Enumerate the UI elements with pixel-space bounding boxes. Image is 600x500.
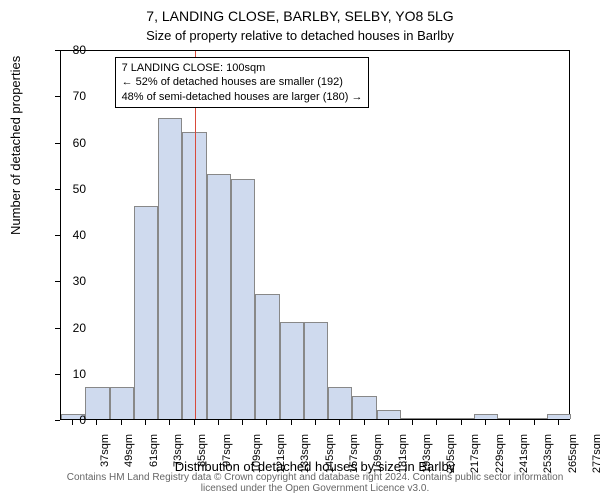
x-tick-mark [558,420,559,425]
credit-text: Contains HM Land Registry data © Crown c… [60,472,570,494]
bar [352,396,376,419]
bar [158,118,182,419]
x-tick-mark [364,420,365,425]
bar [328,387,352,419]
y-tick-label: 30 [56,274,86,288]
bar [85,387,109,419]
bar [280,322,304,419]
y-tick-label: 50 [56,182,86,196]
x-tick-mark [96,420,97,425]
bar [547,414,571,419]
bar [425,418,449,419]
plot-area: 7 LANDING CLOSE: 100sqm ← 52% of detache… [60,50,570,420]
infobox-line1: 7 LANDING CLOSE: 100sqm [122,61,363,75]
bar [207,174,231,419]
y-tick-mark [55,235,60,236]
x-tick-mark [169,420,170,425]
y-tick-mark [55,281,60,282]
y-tick-label: 20 [56,321,86,335]
bar [255,294,279,419]
bar [498,418,522,419]
x-tick-mark [218,420,219,425]
bar [450,418,474,419]
y-tick-label: 80 [56,43,86,57]
bar [377,410,401,419]
x-tick-mark [534,420,535,425]
x-tick-mark [121,420,122,425]
bar [522,418,546,419]
x-tick-mark [242,420,243,425]
y-tick-label: 70 [56,89,86,103]
y-tick-label: 10 [56,367,86,381]
bar [134,206,158,419]
bar [304,322,328,419]
y-tick-label: 60 [56,136,86,150]
x-tick-mark [461,420,462,425]
y-tick-mark [55,374,60,375]
y-tick-mark [55,143,60,144]
x-tick-label: 277sqm [591,434,600,473]
bar [110,387,134,419]
x-tick-mark [388,420,389,425]
bar [401,418,425,419]
x-tick-mark [72,420,73,425]
y-axis-label: Number of detached properties [8,56,23,235]
bar [231,179,255,420]
y-tick-mark [55,328,60,329]
x-tick-mark [485,420,486,425]
x-tick-mark [145,420,146,425]
y-tick-label: 40 [56,228,86,242]
x-tick-mark [436,420,437,425]
x-tick-mark [509,420,510,425]
chart-container: 7, LANDING CLOSE, BARLBY, SELBY, YO8 5LG… [0,0,600,500]
y-tick-mark [55,420,60,421]
x-tick-mark [315,420,316,425]
chart-title-main: 7, LANDING CLOSE, BARLBY, SELBY, YO8 5LG [0,8,600,24]
x-tick-mark [412,420,413,425]
info-box: 7 LANDING CLOSE: 100sqm ← 52% of detache… [115,57,370,108]
chart-title-sub: Size of property relative to detached ho… [0,28,600,43]
x-tick-mark [339,420,340,425]
infobox-line2: ← 52% of detached houses are smaller (19… [122,75,363,89]
x-tick-mark [194,420,195,425]
y-tick-mark [55,50,60,51]
x-tick-mark [266,420,267,425]
x-tick-mark [291,420,292,425]
bar [474,414,498,419]
y-tick-mark [55,96,60,97]
y-tick-mark [55,189,60,190]
y-tick-label: 0 [56,413,86,427]
infobox-line3: 48% of semi-detached houses are larger (… [122,90,363,104]
